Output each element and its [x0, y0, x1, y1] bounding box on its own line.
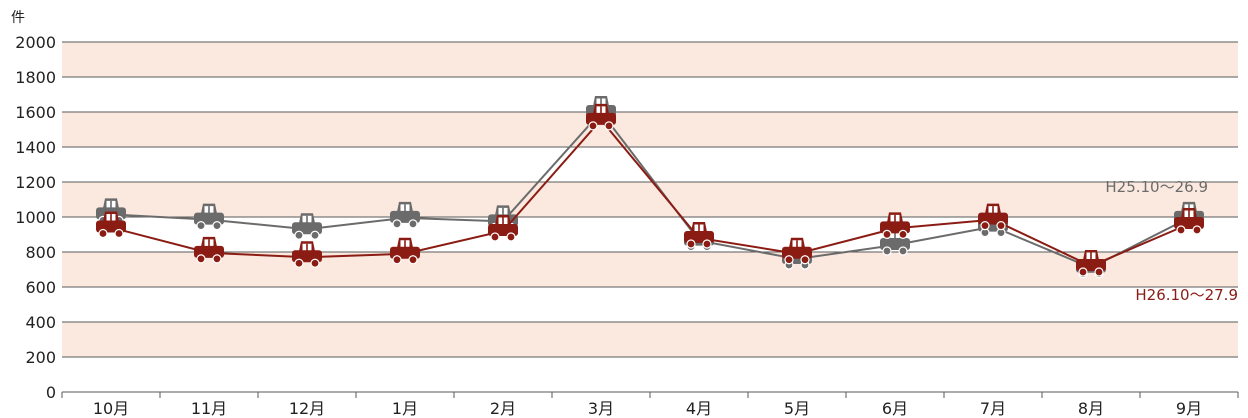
y-tick-label: 2000: [15, 33, 56, 52]
data-point-car-icon: [1076, 250, 1106, 277]
y-tick-label: 400: [25, 313, 56, 332]
band: [62, 182, 1238, 217]
series-2: [96, 103, 1204, 277]
band: [62, 322, 1238, 357]
x-tick-label: 10月: [93, 399, 129, 418]
x-tick-label: 1月: [392, 399, 418, 418]
y-axis: 件 0 200 400 600 800 1000 1200 1400 1600 1800 2000: [11, 10, 56, 402]
x-axis: 10月 11月 12月 1月 2月 3月 4月 5月 6月 7月 8月 9月: [61, 392, 1239, 418]
data-point-car-icon: [586, 103, 616, 131]
background-bands: [62, 42, 1238, 357]
data-point-car-icon: [782, 237, 812, 265]
gridlines: [62, 41, 1238, 393]
series-label: H25.10〜26.9: [1105, 178, 1208, 196]
y-tick-label: 800: [25, 243, 56, 262]
data-point-car-icon: [488, 215, 518, 242]
band: [62, 112, 1238, 147]
x-tick-label: 9月: [1176, 399, 1202, 418]
band: [62, 252, 1238, 287]
y-tick-label: 1400: [15, 138, 56, 157]
x-tick-label: 3月: [588, 399, 614, 418]
y-tick-label: 1200: [15, 173, 56, 192]
data-point-car-icon: [292, 213, 322, 240]
y-tick-label: 1600: [15, 103, 56, 122]
series-label: H26.10〜27.9: [1135, 286, 1238, 304]
data-point-car-icon: [292, 241, 322, 268]
x-tick-label: 7月: [980, 399, 1006, 418]
series-line: [110, 110, 1190, 269]
x-tick-label: 11月: [191, 399, 227, 418]
x-tick-label: 8月: [1078, 399, 1104, 418]
data-point-car-icon: [880, 212, 910, 239]
y-tick-label: 1800: [15, 68, 56, 87]
y-tick-label: 1000: [15, 208, 56, 227]
x-tick-label: 4月: [686, 399, 712, 418]
data-point-car-icon: [390, 237, 420, 265]
series-labels: H25.10〜26.9 H26.10〜27.9: [1105, 178, 1238, 304]
x-tick-label: 5月: [784, 399, 810, 418]
y-tick-label: 200: [25, 348, 56, 367]
data-point-car-icon: [684, 222, 714, 249]
x-tick-label: 6月: [882, 399, 908, 418]
y-tick-label: 0: [46, 383, 56, 402]
series: [96, 96, 1204, 279]
y-axis-unit: 件: [11, 10, 25, 26]
data-point-car-icon: [194, 236, 224, 264]
y-tick-label: 600: [25, 278, 56, 297]
data-point-car-icon: [1174, 208, 1204, 235]
data-point-car-icon: [978, 203, 1008, 231]
data-point-car-icon: [96, 211, 126, 239]
data-point-car-icon: [390, 201, 420, 229]
band: [62, 42, 1238, 77]
x-tick-label: 12月: [289, 399, 325, 418]
data-point-car-icon: [194, 203, 224, 231]
series-line: [110, 118, 1190, 268]
x-tick-label: 2月: [490, 399, 516, 418]
